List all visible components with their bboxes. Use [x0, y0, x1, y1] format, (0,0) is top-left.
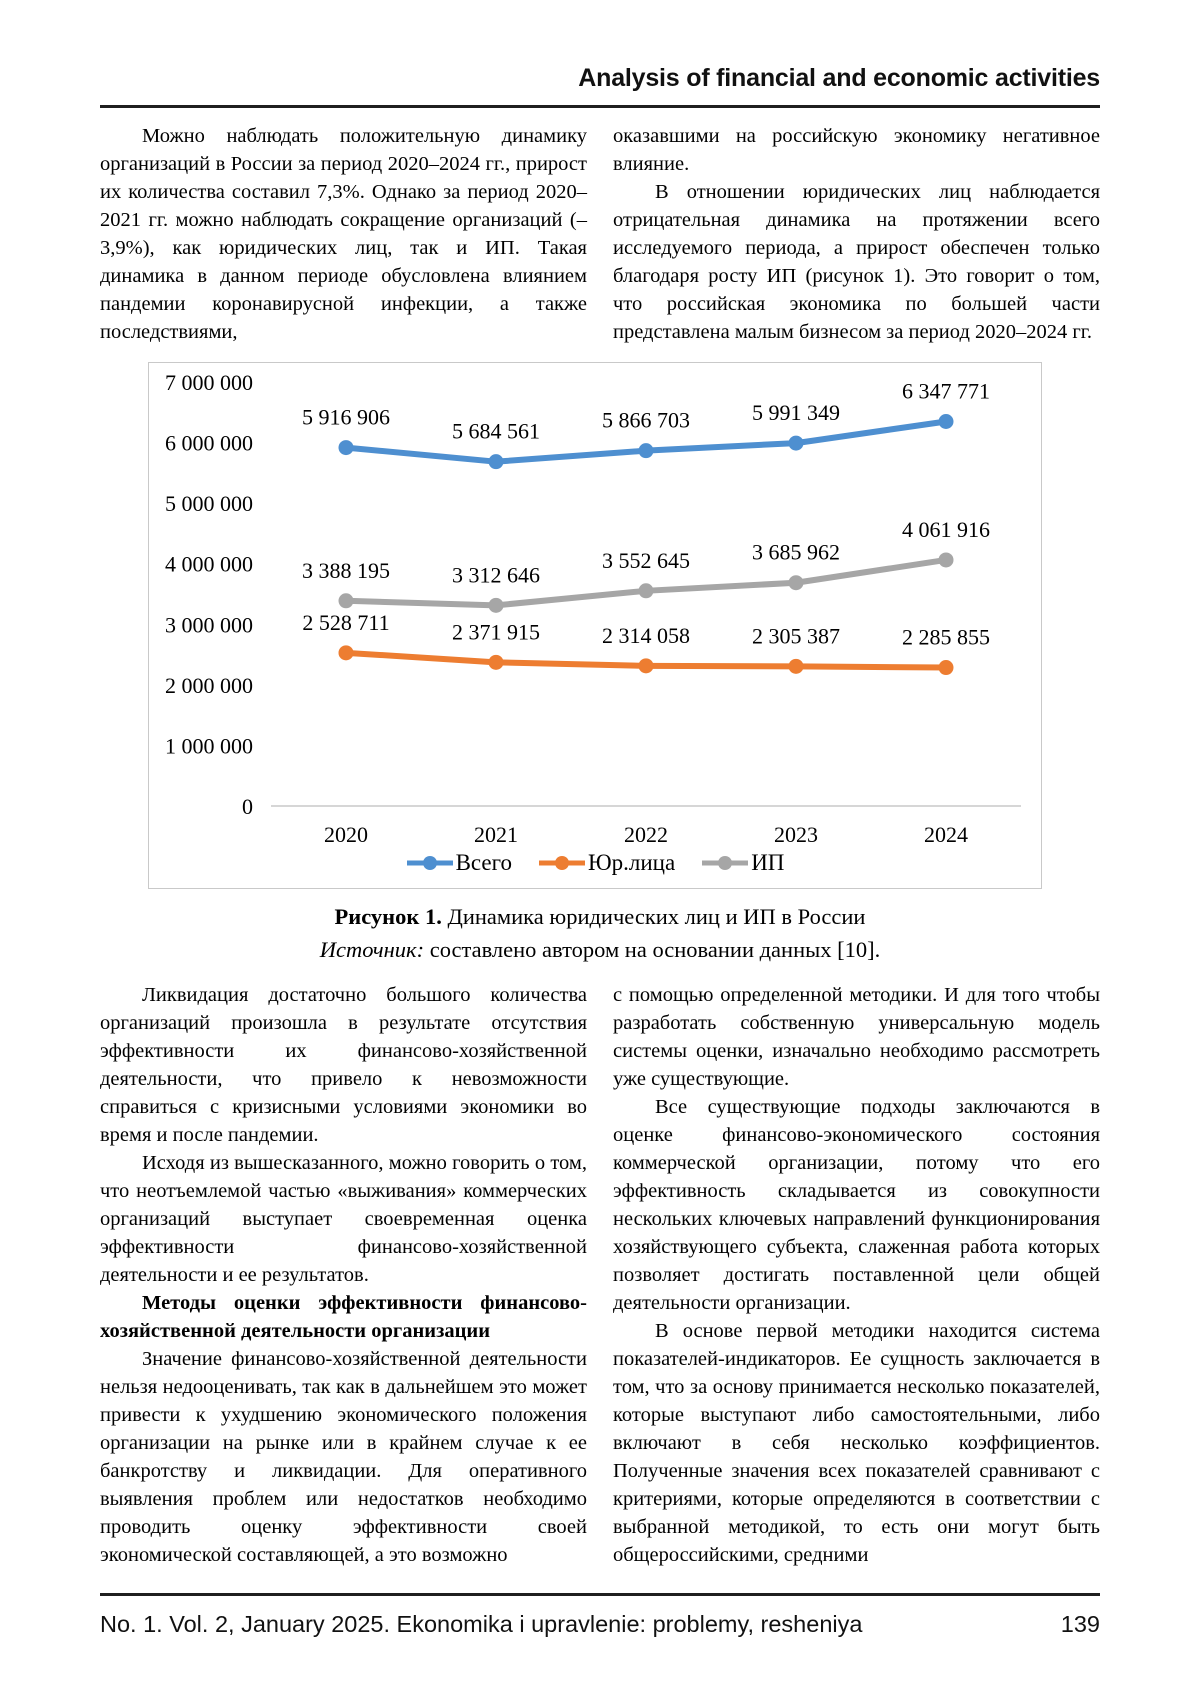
- data-label: 3 552 645: [602, 548, 690, 573]
- y-tick-label: 3 000 000: [165, 612, 253, 637]
- paragraph: В основе первой методики находится систе…: [613, 1320, 1100, 1566]
- figure-source-label: Источник:: [319, 937, 425, 962]
- intro-columns: Можно наблюдать положительную динамику о…: [100, 122, 1100, 346]
- intro-column-left: Можно наблюдать положительную динамику о…: [100, 122, 587, 346]
- data-point: [338, 593, 354, 609]
- data-point: [638, 658, 654, 674]
- y-tick-label: 0: [242, 794, 253, 819]
- legend-marker-icon: [406, 856, 453, 870]
- legend-marker-icon: [538, 856, 585, 870]
- data-point: [938, 660, 954, 676]
- data-label: 5 916 906: [302, 405, 390, 430]
- data-point: [488, 597, 504, 613]
- data-label: 6 347 771: [902, 379, 990, 404]
- y-tick-label: 1 000 000: [165, 733, 253, 758]
- x-tick-label: 2023: [774, 822, 818, 847]
- data-label: 3 312 646: [452, 562, 540, 587]
- data-point: [338, 440, 354, 456]
- x-tick-label: 2020: [324, 822, 368, 847]
- data-point: [788, 658, 804, 674]
- data-point: [788, 435, 804, 451]
- chart-legend: Всего Юр.лица ИП: [149, 848, 1041, 888]
- legend-marker-icon: [702, 856, 749, 870]
- body-columns: Ликвидация достаточно большого количеств…: [100, 981, 1100, 1589]
- data-label: 2 371 915: [452, 619, 540, 644]
- line-chart-canvas: 0 1 000 000 2 000 000 3 000 000 4 000 000 5 0…: [165, 370, 1021, 847]
- data-label: 3 685 962: [752, 540, 840, 565]
- data-point: [938, 414, 954, 430]
- data-point: [338, 645, 354, 661]
- footer-rule: [100, 1593, 1100, 1596]
- data-label: 2 528 711: [302, 610, 389, 635]
- figure-caption: Рисунок 1. Динамика юридических лиц и ИП…: [100, 900, 1100, 933]
- y-tick-label: 7 000 000: [165, 370, 253, 395]
- y-tick-label: 6 000 000: [165, 431, 253, 456]
- footer-journal-info: No. 1. Vol. 2, January 2025. Ekonomika i…: [100, 1611, 863, 1637]
- data-point: [638, 583, 654, 599]
- data-label: 2 305 387: [752, 623, 840, 648]
- x-tick-label: 2024: [924, 822, 968, 847]
- data-label: 5 991 349: [752, 400, 840, 425]
- legend-item: Юр.лица: [538, 850, 675, 876]
- paragraph: Можно наблюдать положительную динамику о…: [100, 125, 587, 343]
- data-label: 4 061 916: [902, 517, 990, 542]
- figure-1-chart: 0 1 000 000 2 000 000 3 000 000 4 000 000 5 0…: [148, 362, 1042, 889]
- page-title: Analysis of financial and economic activ…: [578, 64, 1100, 92]
- legend-label: Всего: [455, 850, 512, 875]
- paragraph: Исходя из вышесказанного, можно говорить…: [100, 1152, 587, 1286]
- paragraph: В отношении юридических лиц наблюдается …: [613, 181, 1100, 343]
- paragraph: оказавшими на российскую экономику негат…: [613, 125, 1100, 175]
- data-point: [488, 654, 504, 670]
- data-point: [788, 575, 804, 591]
- paragraph: с помощью определенной методики. И для т…: [613, 984, 1100, 1090]
- data-label: 5 866 703: [602, 408, 690, 433]
- y-tick-label: 5 000 000: [165, 491, 253, 516]
- figure-caption-block: Рисунок 1. Динамика юридических лиц и ИП…: [100, 900, 1100, 966]
- legend-item: ИП: [701, 850, 784, 876]
- y-tick-label: 4 000 000: [165, 552, 253, 577]
- figure-source: Источник: составлено автором на основани…: [100, 933, 1100, 966]
- page-number: 139: [1060, 1611, 1100, 1637]
- legend-item: Всего: [406, 850, 512, 876]
- data-point: [938, 552, 954, 568]
- figure-caption-text: Динамика юридических лиц и ИП в России: [441, 904, 866, 929]
- data-point: [638, 443, 654, 459]
- figure-caption-label: Рисунок 1.: [334, 904, 442, 929]
- data-label: 5 684 561: [452, 419, 540, 444]
- data-label: 2 314 058: [602, 623, 690, 648]
- legend-label: ИП: [751, 850, 785, 875]
- data-label: 3 388 195: [302, 558, 390, 583]
- page-footer: No. 1. Vol. 2, January 2025. Ekonomika i…: [100, 1593, 1100, 1638]
- paragraph: Все существующие подходы заключаются в о…: [613, 1096, 1100, 1314]
- paragraph: Значение финансово-хозяйственной деятель…: [100, 1348, 587, 1566]
- journal-page: Analysis of financial and economic activ…: [100, 0, 1100, 1698]
- x-tick-label: 2021: [474, 822, 518, 847]
- body-column-left: Ликвидация достаточно большого количеств…: [100, 981, 587, 1589]
- x-tick-label: 2022: [624, 822, 668, 847]
- header-rule: [100, 105, 1100, 108]
- figure-source-text: составлено автором на основании данных […: [424, 937, 881, 962]
- paragraph: Ликвидация достаточно большого количеств…: [100, 984, 587, 1146]
- data-label: 2 285 855: [902, 625, 990, 650]
- body-column-right: с помощью определенной методики. И для т…: [613, 981, 1100, 1589]
- y-tick-label: 2 000 000: [165, 673, 253, 698]
- section-heading: Методы оценки эффективности финансово-хо…: [100, 1292, 587, 1342]
- legend-label: Юр.лица: [587, 850, 676, 875]
- data-point: [488, 454, 504, 470]
- intro-column-right: оказавшими на российскую экономику негат…: [613, 122, 1100, 346]
